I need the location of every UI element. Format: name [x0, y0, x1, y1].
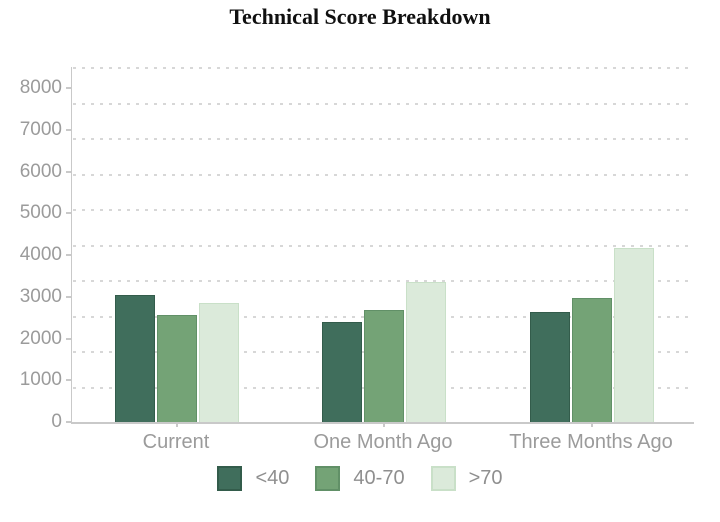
- legend: <40 40-70 >70: [0, 466, 720, 491]
- y-axis-tick-label: 5000: [19, 202, 62, 224]
- bar-series3-three-months-ago: [614, 248, 654, 422]
- legend-label: <40: [255, 467, 290, 489]
- y-tick-mark: [66, 295, 71, 298]
- legend-item: 40-70: [315, 466, 405, 491]
- y-axis-tick-label: 6000: [19, 160, 62, 182]
- y-tick-mark: [66, 128, 71, 131]
- legend-item: <40: [217, 466, 289, 491]
- gridline: [73, 67, 694, 69]
- gridline: [73, 138, 694, 141]
- x-axis-category-label: Three Months Ago: [509, 431, 673, 453]
- y-axis-tick-label: 1000: [19, 369, 62, 391]
- bar-series1-three-months-ago: [530, 312, 570, 422]
- gridline: [73, 209, 694, 212]
- y-tick-mark: [66, 170, 71, 173]
- y-axis-tick-label: 8000: [19, 77, 62, 98]
- y-axis-tick-label: 7000: [19, 118, 62, 140]
- gridline: [73, 173, 694, 176]
- bar-series1-current: [115, 295, 155, 422]
- x-tick-mark: [176, 422, 178, 427]
- y-tick-mark: [66, 87, 71, 89]
- y-tick-mark: [66, 421, 71, 423]
- legend-label: 40-70: [353, 467, 405, 489]
- bar-series3-current: [199, 303, 239, 422]
- bar-series3-one-month-ago: [406, 282, 446, 422]
- gridline: [73, 102, 694, 105]
- bar-series1-one-month-ago: [322, 322, 362, 422]
- bar-series2-one-month-ago: [364, 310, 404, 422]
- plot-area: [71, 67, 694, 424]
- bar-series2-current: [157, 315, 197, 422]
- y-tick-mark: [66, 212, 71, 215]
- y-axis-tick-label: 4000: [19, 244, 62, 265]
- x-tick-mark: [591, 422, 593, 427]
- legend-swatch: [217, 466, 243, 491]
- y-axis-tick-label: 3000: [19, 285, 62, 307]
- x-axis-category-label: Current: [142, 431, 210, 453]
- bar-series2-three-months-ago: [572, 298, 612, 422]
- y-tick-mark: [66, 254, 71, 256]
- gridline: [73, 280, 694, 283]
- x-axis-category-label: One Month Ago: [313, 431, 453, 453]
- legend-swatch: [315, 466, 341, 491]
- gridline: [73, 244, 694, 247]
- legend-item: >70: [430, 466, 503, 491]
- y-tick-mark: [66, 337, 71, 340]
- chart-title: Technical Score Breakdown: [229, 4, 491, 29]
- y-axis-tick-label: 0: [51, 411, 62, 432]
- y-tick-mark: [66, 379, 71, 382]
- legend-label: >70: [468, 467, 503, 489]
- x-tick-mark: [383, 422, 385, 427]
- y-axis-tick-label: 2000: [19, 327, 62, 349]
- legend-swatch: [430, 466, 456, 491]
